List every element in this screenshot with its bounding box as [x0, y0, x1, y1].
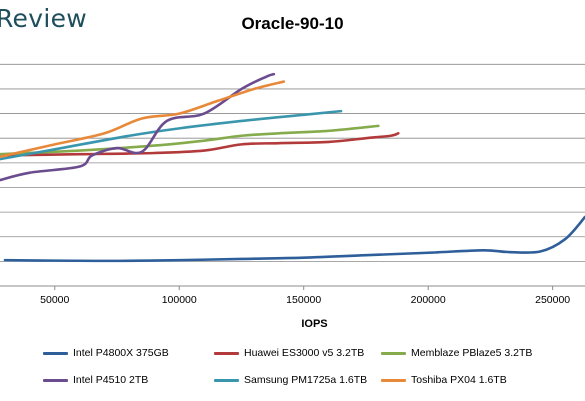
x-axis-label: IOPS	[301, 318, 327, 330]
legend-item-3: Intel P4510 2TB	[43, 374, 148, 386]
legend-swatch-1	[214, 351, 239, 355]
line-chart: 50000 100000 150000 200000 250000 IOPS	[0, 63, 585, 330]
legend-label-2: Memblaze PBlaze5 3.2TB	[411, 347, 533, 359]
legend-label-5: Toshiba PX04 1.6TB	[411, 374, 507, 386]
x-tick-label-4: 250000	[535, 294, 570, 306]
legend-item-0: Intel P4800X 375GB	[43, 347, 169, 359]
brand-logo-text: Review	[0, 4, 87, 33]
legend-item-2: Memblaze PBlaze5 3.2TB	[381, 347, 532, 359]
x-tick-label-3: 200000	[411, 294, 446, 306]
series-line-3	[0, 72, 276, 182]
series-line-2	[0, 124, 380, 156]
legend-swatch-0	[43, 351, 68, 355]
series-line-0	[3, 215, 585, 263]
legend-label-3: Intel P4510 2TB	[73, 374, 149, 386]
legend-label-1: Huawei ES3000 v5 3.2TB	[244, 347, 365, 359]
legend-label-0: Intel P4800X 375GB	[73, 347, 169, 359]
legend-item-4: Samsung PM1725a 1.6TB	[214, 374, 367, 386]
x-tick-label-2: 150000	[286, 294, 321, 306]
legend-swatch-3	[43, 378, 68, 382]
x-tick-label-0: 50000	[40, 294, 69, 306]
legend-item-1: Huawei ES3000 v5 3.2TB	[214, 347, 364, 359]
x-tick-labels: 50000 100000 150000 200000 250000	[40, 286, 570, 306]
x-tick-label-1: 100000	[162, 294, 197, 306]
series-line-1	[0, 131, 400, 157]
chart-title: Oracle-90-10	[241, 14, 344, 33]
series-line-4	[0, 109, 343, 161]
series-line-5	[0, 80, 286, 158]
legend-label-4: Samsung PM1725a 1.6TB	[244, 374, 368, 386]
series-lines	[0, 72, 585, 263]
gridlines	[0, 63, 585, 262]
legend-swatch-2	[381, 351, 406, 355]
legend-swatch-4	[214, 378, 239, 382]
legend-swatch-5	[381, 378, 406, 382]
legend-item-5: Toshiba PX04 1.6TB	[381, 374, 507, 386]
